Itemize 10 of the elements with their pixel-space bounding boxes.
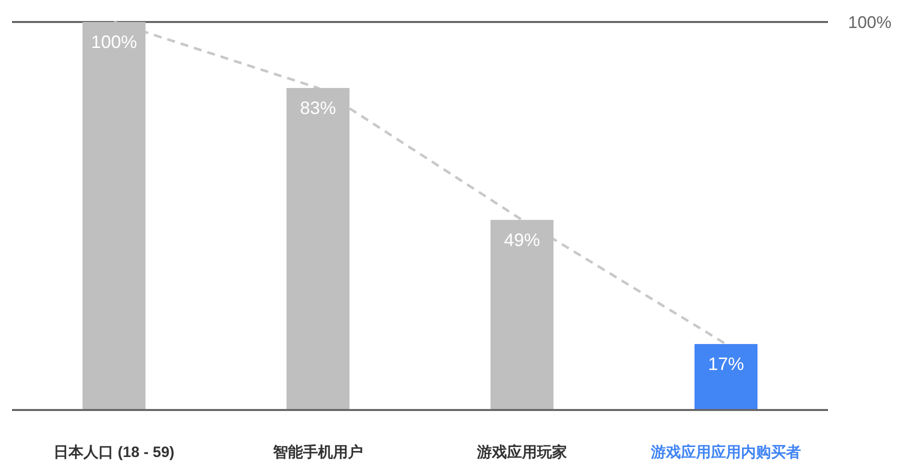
data-label: 100% — [90, 32, 138, 52]
x-tick-label: 游戏应用应用内购买者 — [650, 443, 801, 461]
x-tick-label: 游戏应用玩家 — [476, 443, 567, 461]
data-label: 49% — [504, 230, 540, 250]
x-tick-label: 日本人口 (18 - 59) — [54, 444, 174, 461]
bar — [694, 344, 758, 410]
x-tick-label: 智能手机用户 — [272, 443, 363, 461]
data-label: 17% — [708, 354, 744, 374]
ref-line-label: 100% — [848, 13, 892, 32]
data-label: 83% — [300, 98, 336, 118]
